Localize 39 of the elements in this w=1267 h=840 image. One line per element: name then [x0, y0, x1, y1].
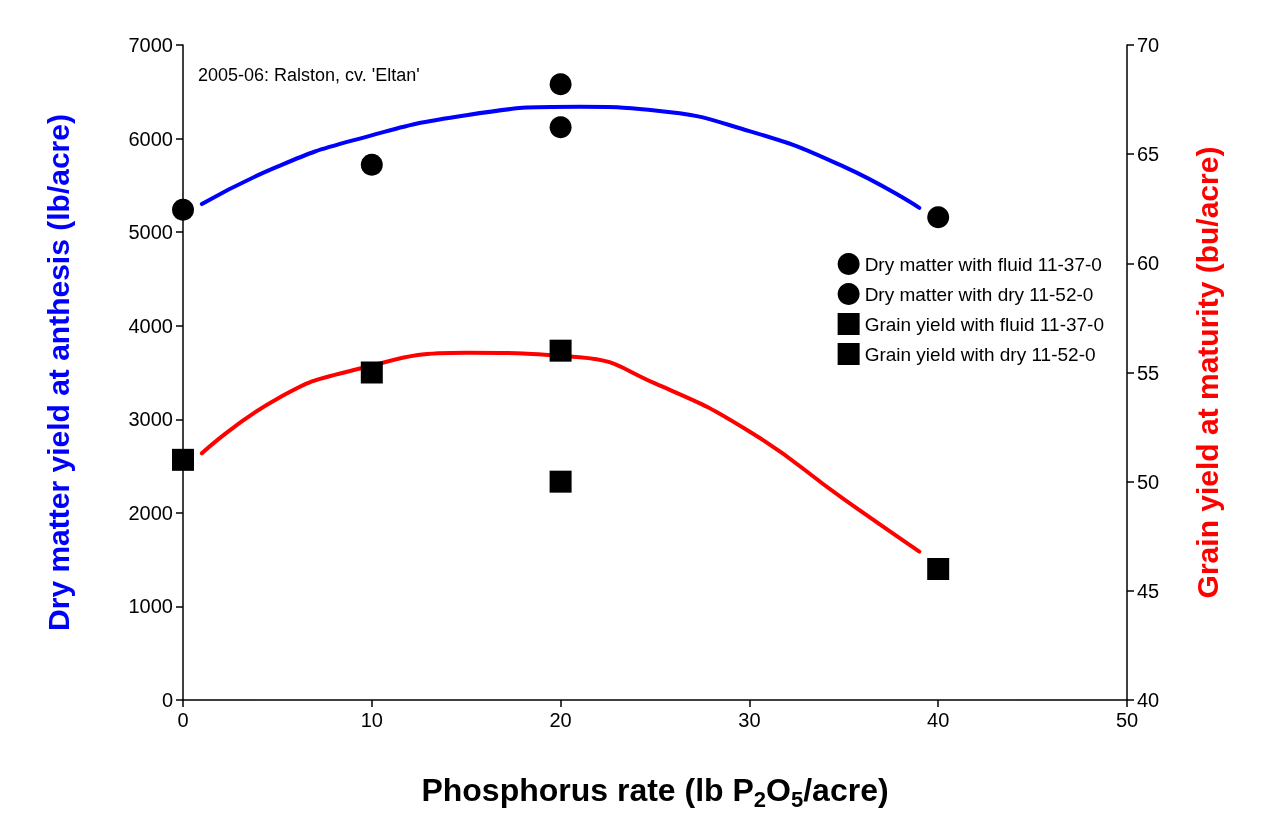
y2-tick-label: 40	[1137, 689, 1160, 711]
y2-tick-label: 55	[1137, 361, 1160, 384]
y2-tick-label: 65	[1137, 143, 1160, 166]
y-tick-label: 1000	[128, 595, 173, 618]
y-tick-label: 6000	[128, 127, 173, 150]
annotation: 2005-06: Ralston, cv. 'Eltan'	[198, 65, 420, 85]
point	[172, 448, 194, 471]
x-tick-label: 0	[177, 709, 189, 731]
point	[172, 198, 194, 221]
x-tick-label: 30	[738, 709, 761, 731]
legend-label: Dry matter with fluid 11-37-0	[864, 253, 1102, 275]
point	[927, 206, 950, 229]
y2-tick-label: 70	[1137, 34, 1160, 56]
legend-label: Dry matter with dry 11-52-0	[864, 283, 1094, 305]
point	[360, 153, 383, 176]
y-tick-label: 5000	[128, 221, 173, 244]
point	[549, 73, 572, 96]
point	[360, 361, 383, 384]
x-tick-label: 40	[927, 709, 950, 731]
x-tick-label: 20	[549, 709, 572, 731]
y2-tick-label: 50	[1137, 470, 1160, 493]
y-tick-label: 7000	[128, 34, 173, 56]
y-tick-label: 2000	[128, 501, 173, 524]
point	[927, 558, 950, 580]
point	[549, 116, 572, 139]
y2-tick-label: 60	[1137, 252, 1160, 275]
y2-tick-label: 45	[1137, 579, 1160, 602]
y2-axis-title: Grain yield at maturity (bu/acre)	[1190, 146, 1224, 599]
legend-label: Grain yield with dry 11-52-0	[864, 343, 1096, 365]
x-tick-label: 50	[1115, 709, 1139, 731]
y-axis-title: Dry matter yield at anthesis (lb/acre)	[41, 114, 75, 631]
x-tick-label: 10	[360, 709, 383, 731]
y-tick-label: 3000	[128, 408, 173, 431]
y-tick-label: 4000	[128, 314, 173, 337]
line-series	[199, 104, 922, 210]
point	[549, 339, 572, 362]
point	[549, 470, 572, 493]
legend-label: Grain yield with fluid 11-37-0	[864, 313, 1104, 335]
y-tick-label: 0	[161, 689, 173, 711]
